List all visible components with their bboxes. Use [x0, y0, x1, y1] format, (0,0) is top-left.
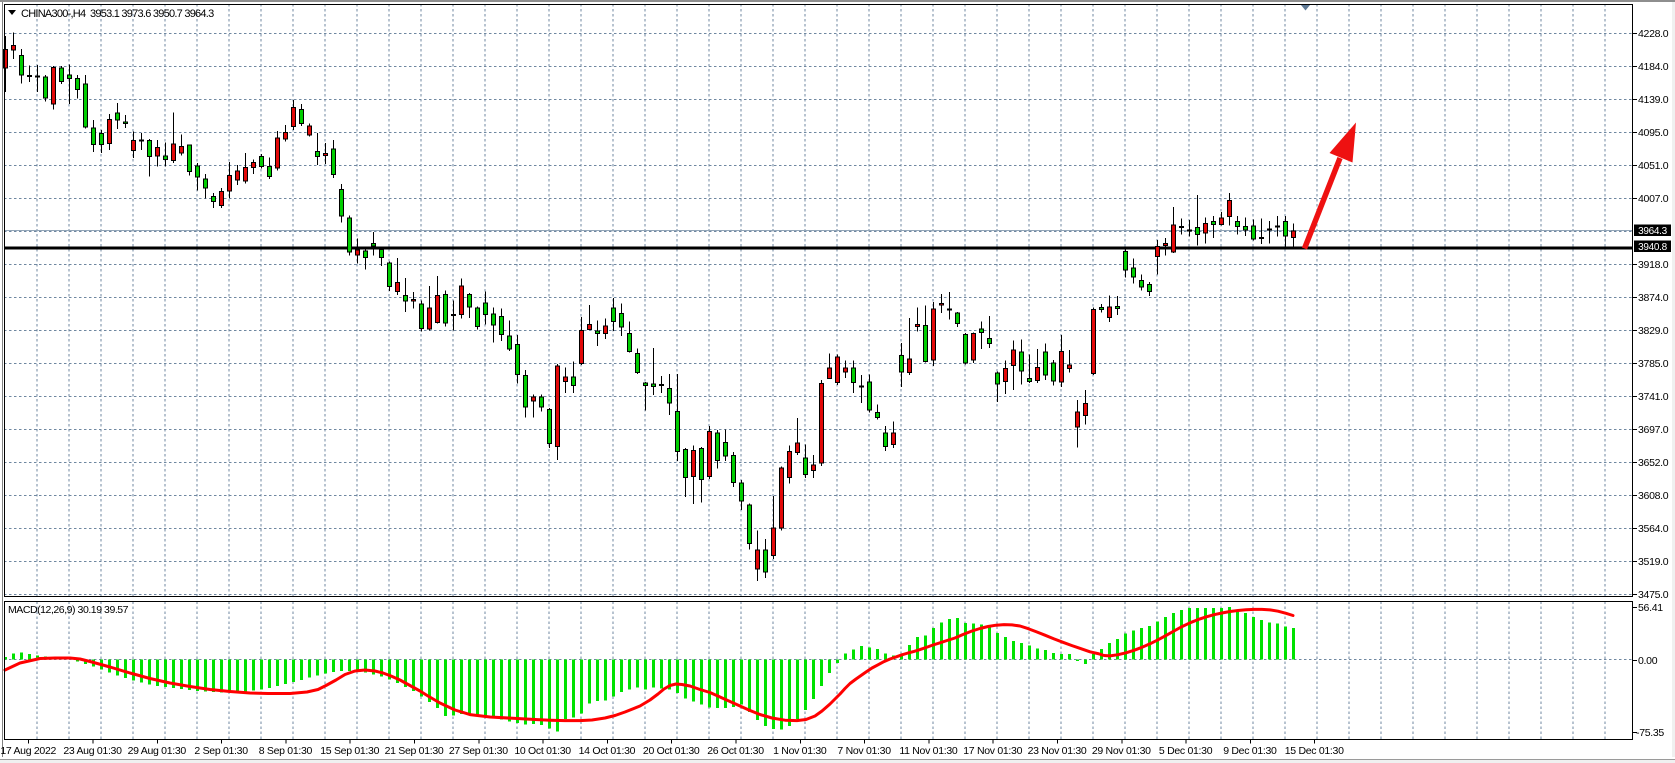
svg-text:CHINA300-,H4 3953.1 3973.6 39: CHINA300-,H4 3953.1 3973.6 3950.7 3964.3 — [21, 8, 214, 20]
svg-text:17 Nov 01:30: 17 Nov 01:30 — [963, 745, 1022, 757]
svg-text:9 Dec 01:30: 9 Dec 01:30 — [1223, 745, 1277, 757]
svg-text:3697.0: 3697.0 — [1638, 424, 1669, 436]
svg-text:3564.0: 3564.0 — [1638, 523, 1669, 535]
svg-text:10 Oct 01:30: 10 Oct 01:30 — [514, 745, 571, 757]
svg-text:56.41: 56.41 — [1638, 602, 1663, 614]
svg-text:29 Aug 01:30: 29 Aug 01:30 — [128, 745, 187, 757]
svg-text:3940.8: 3940.8 — [1638, 242, 1668, 253]
svg-text:20 Oct 01:30: 20 Oct 01:30 — [643, 745, 700, 757]
svg-text:2 Sep 01:30: 2 Sep 01:30 — [194, 745, 248, 757]
svg-text:15 Dec 01:30: 15 Dec 01:30 — [1285, 745, 1344, 757]
svg-text:3519.0: 3519.0 — [1638, 556, 1669, 568]
svg-text:3964.3: 3964.3 — [1638, 226, 1668, 237]
svg-text:11 Nov 01:30: 11 Nov 01:30 — [899, 745, 958, 757]
svg-text:3829.0: 3829.0 — [1638, 325, 1669, 337]
svg-text:3785.0: 3785.0 — [1638, 358, 1669, 370]
svg-text:3918.0: 3918.0 — [1638, 259, 1669, 271]
svg-text:17 Aug 2022: 17 Aug 2022 — [0, 745, 56, 757]
svg-text:21 Sep 01:30: 21 Sep 01:30 — [385, 745, 444, 757]
svg-text:23 Aug 01:30: 23 Aug 01:30 — [63, 745, 122, 757]
svg-text:3874.0: 3874.0 — [1638, 292, 1669, 304]
svg-text:7 Nov 01:30: 7 Nov 01:30 — [837, 745, 891, 757]
svg-text:-75.35: -75.35 — [1636, 727, 1664, 739]
svg-text:3608.0: 3608.0 — [1638, 490, 1669, 502]
svg-text:0.00: 0.00 — [1638, 655, 1658, 667]
svg-text:3652.0: 3652.0 — [1638, 457, 1669, 469]
svg-text:4095.0: 4095.0 — [1638, 127, 1669, 139]
svg-text:15 Sep 01:30: 15 Sep 01:30 — [320, 745, 379, 757]
svg-text:MACD(12,26,9) 30.19 39.57: MACD(12,26,9) 30.19 39.57 — [8, 604, 129, 616]
svg-text:4051.0: 4051.0 — [1638, 160, 1669, 172]
svg-text:3741.0: 3741.0 — [1638, 391, 1669, 403]
svg-text:29 Nov 01:30: 29 Nov 01:30 — [1092, 745, 1151, 757]
svg-text:3475.0: 3475.0 — [1638, 589, 1669, 601]
svg-text:26 Oct 01:30: 26 Oct 01:30 — [707, 745, 764, 757]
svg-text:14 Oct 01:30: 14 Oct 01:30 — [579, 745, 636, 757]
svg-text:23 Nov 01:30: 23 Nov 01:30 — [1028, 745, 1087, 757]
svg-text:4228.0: 4228.0 — [1638, 28, 1669, 40]
svg-text:27 Sep 01:30: 27 Sep 01:30 — [449, 745, 508, 757]
svg-text:5 Dec 01:30: 5 Dec 01:30 — [1159, 745, 1213, 757]
svg-text:4007.0: 4007.0 — [1638, 193, 1669, 205]
svg-text:8 Sep 01:30: 8 Sep 01:30 — [259, 745, 313, 757]
svg-text:4139.0: 4139.0 — [1638, 94, 1669, 106]
svg-text:1 Nov 01:30: 1 Nov 01:30 — [773, 745, 827, 757]
svg-text:4184.0: 4184.0 — [1638, 61, 1669, 73]
